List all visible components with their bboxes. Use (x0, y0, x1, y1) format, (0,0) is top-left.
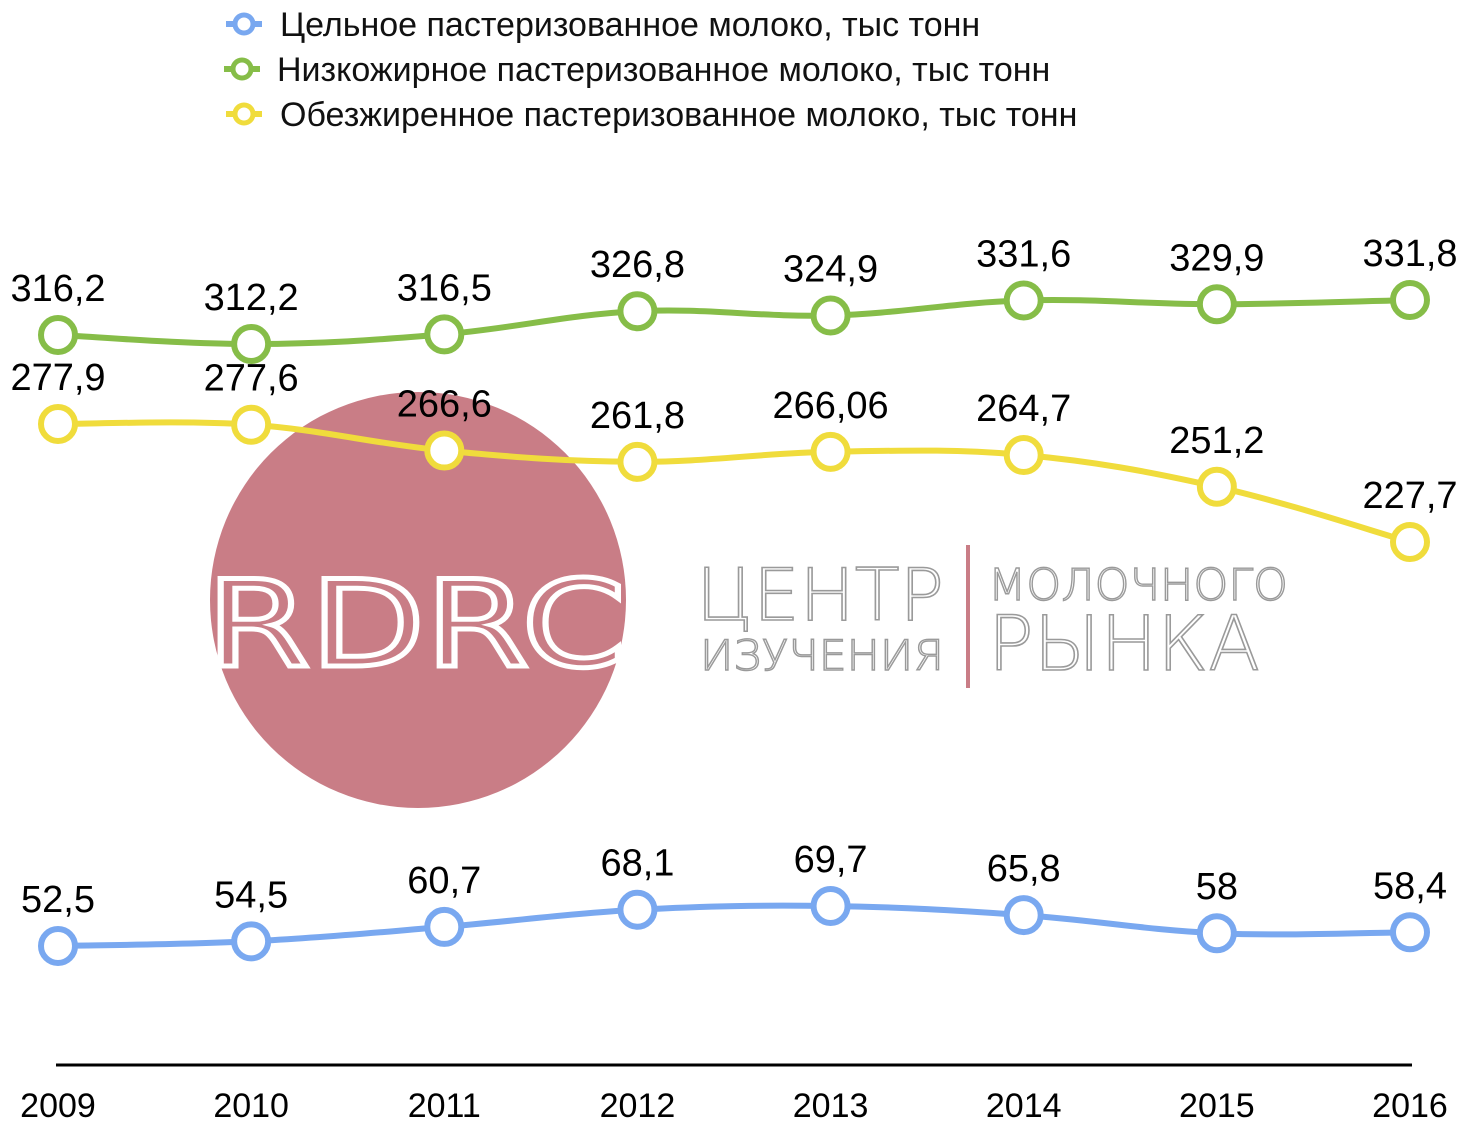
data-label-low-fat-milk-2015: 329,9 (1169, 237, 1264, 279)
data-label-skim-milk-2009: 277,9 (10, 357, 105, 399)
data-point-whole-milk-2014 (1003, 895, 1044, 936)
data-point-skim-milk-2014 (1003, 435, 1044, 476)
data-label-whole-milk-2011: 60,7 (407, 860, 481, 902)
data-label-whole-milk-2013: 69,7 (794, 839, 868, 881)
legend-item-low-fat-milk: Низкожирное пастеризованное молоко, тыс … (224, 51, 1050, 89)
data-point-whole-milk-2015 (1196, 913, 1237, 954)
data-point-skim-milk-2009 (38, 404, 78, 444)
data-labels: 52,5 54,5 60,7 68,1 69,7 65,8 58 58,4 316,2 312,2… (10, 233, 1457, 921)
data-label-low-fat-milk-2016: 331,8 (1362, 233, 1457, 275)
x-axis-tick-labels: 2009 2010 2011 2012 2013 2014 2015 2016 (20, 1087, 1448, 1125)
data-label-whole-milk-2009: 52,5 (21, 879, 95, 921)
x-tick-label-2009: 2009 (20, 1087, 96, 1125)
legend-marker-low-fat-milk (230, 57, 254, 81)
data-point-skim-milk-2013 (810, 431, 851, 472)
watermark-text-centr: ЦЕНТР (696, 553, 944, 637)
legend-label-low-fat-milk: Низкожирное пастеризованное молоко, тыс … (277, 51, 1050, 89)
data-label-low-fat-milk-2011: 316,5 (397, 267, 492, 309)
data-label-whole-milk-2010: 54,5 (214, 874, 288, 916)
watermark-logo-circle (210, 392, 626, 808)
data-point-low-fat-milk-2015 (1196, 284, 1237, 325)
legend-marker-whole-milk (232, 12, 256, 36)
legend-label-skim-milk: Обезжиренное пастеризованное молоко, тыс… (280, 96, 1077, 134)
data-point-skim-milk-2015 (1196, 466, 1237, 507)
data-point-skim-milk-2012 (617, 441, 658, 482)
data-label-low-fat-milk-2012: 326,8 (590, 244, 685, 286)
data-label-whole-milk-2015: 58 (1196, 866, 1238, 908)
data-label-skim-milk-2014: 264,7 (976, 388, 1071, 430)
data-label-whole-milk-2016: 58,4 (1373, 865, 1447, 907)
x-tick-label-2015: 2015 (1179, 1087, 1255, 1125)
legend-label-whole-milk: Цельное пастеризованное молоко, тыс тонн (280, 6, 980, 44)
legend-item-skim-milk: Обезжиренное пастеризованное молоко, тыс… (226, 96, 1077, 134)
data-point-low-fat-milk-2011 (424, 314, 465, 355)
data-label-skim-milk-2016: 227,7 (1362, 475, 1457, 517)
data-label-skim-milk-2013: 266,06 (772, 385, 888, 427)
data-point-low-fat-milk-2009 (38, 315, 78, 356)
x-tick-label-2013: 2013 (793, 1087, 869, 1125)
series-markers (38, 280, 1430, 966)
data-point-low-fat-milk-2013 (810, 295, 851, 336)
data-label-skim-milk-2011: 266,6 (397, 384, 492, 426)
data-point-whole-milk-2009 (38, 926, 78, 966)
data-label-whole-milk-2014: 65,8 (987, 848, 1061, 890)
watermark-text-izucheniya: ИЗУЧЕНИЯ (700, 631, 944, 680)
watermark-text-rynka: РЫНКА (988, 599, 1260, 688)
data-point-low-fat-milk-2012 (617, 291, 658, 332)
watermark-text-molochnogo: МОЛОЧНОГО (988, 560, 1288, 611)
data-label-skim-milk-2010: 277,6 (204, 358, 299, 400)
data-point-whole-milk-2011 (424, 906, 465, 947)
data-label-low-fat-milk-2014: 331,6 (976, 233, 1071, 275)
x-tick-label-2010: 2010 (213, 1087, 289, 1125)
data-point-skim-milk-2011 (424, 430, 465, 471)
x-tick-label-2014: 2014 (986, 1087, 1062, 1125)
data-point-low-fat-milk-2014 (1003, 280, 1044, 321)
legend-item-whole-milk: Цельное пастеризованное молоко, тыс тонн (226, 6, 980, 44)
series-line-whole-milk (57, 902, 1411, 949)
data-label-low-fat-milk-2010: 312,2 (204, 277, 299, 319)
x-tick-label-2011: 2011 (408, 1087, 481, 1125)
series-line-low-fat-milk (57, 296, 1411, 348)
data-label-skim-milk-2015: 251,2 (1169, 420, 1264, 462)
data-point-skim-milk-2010 (231, 404, 272, 445)
data-point-skim-milk-2016 (1390, 522, 1430, 562)
data-point-low-fat-milk-2010 (231, 324, 272, 364)
legend-marker-skim-milk (232, 102, 256, 126)
x-tick-label-2016: 2016 (1372, 1087, 1448, 1125)
data-point-low-fat-milk-2016 (1390, 280, 1430, 320)
watermark: RDRC ЦЕНТР ИЗУЧЕНИЯ МОЛОЧНОГО РЫНКА (204, 392, 1289, 808)
data-label-low-fat-milk-2009: 316,2 (10, 268, 105, 310)
legend: Цельное пастеризованное молоко, тыс тонн… (224, 6, 1077, 134)
data-label-low-fat-milk-2013: 324,9 (783, 248, 878, 290)
data-point-whole-milk-2010 (231, 921, 272, 962)
data-point-whole-milk-2012 (617, 889, 658, 930)
watermark-logo-text: RDRC (206, 556, 626, 695)
watermark-divider (966, 545, 970, 688)
data-point-whole-milk-2013 (810, 886, 851, 926)
data-point-whole-milk-2016 (1390, 912, 1430, 953)
data-label-skim-milk-2012: 261,8 (590, 395, 685, 437)
x-tick-label-2012: 2012 (600, 1087, 676, 1125)
data-label-whole-milk-2012: 68,1 (600, 843, 674, 885)
